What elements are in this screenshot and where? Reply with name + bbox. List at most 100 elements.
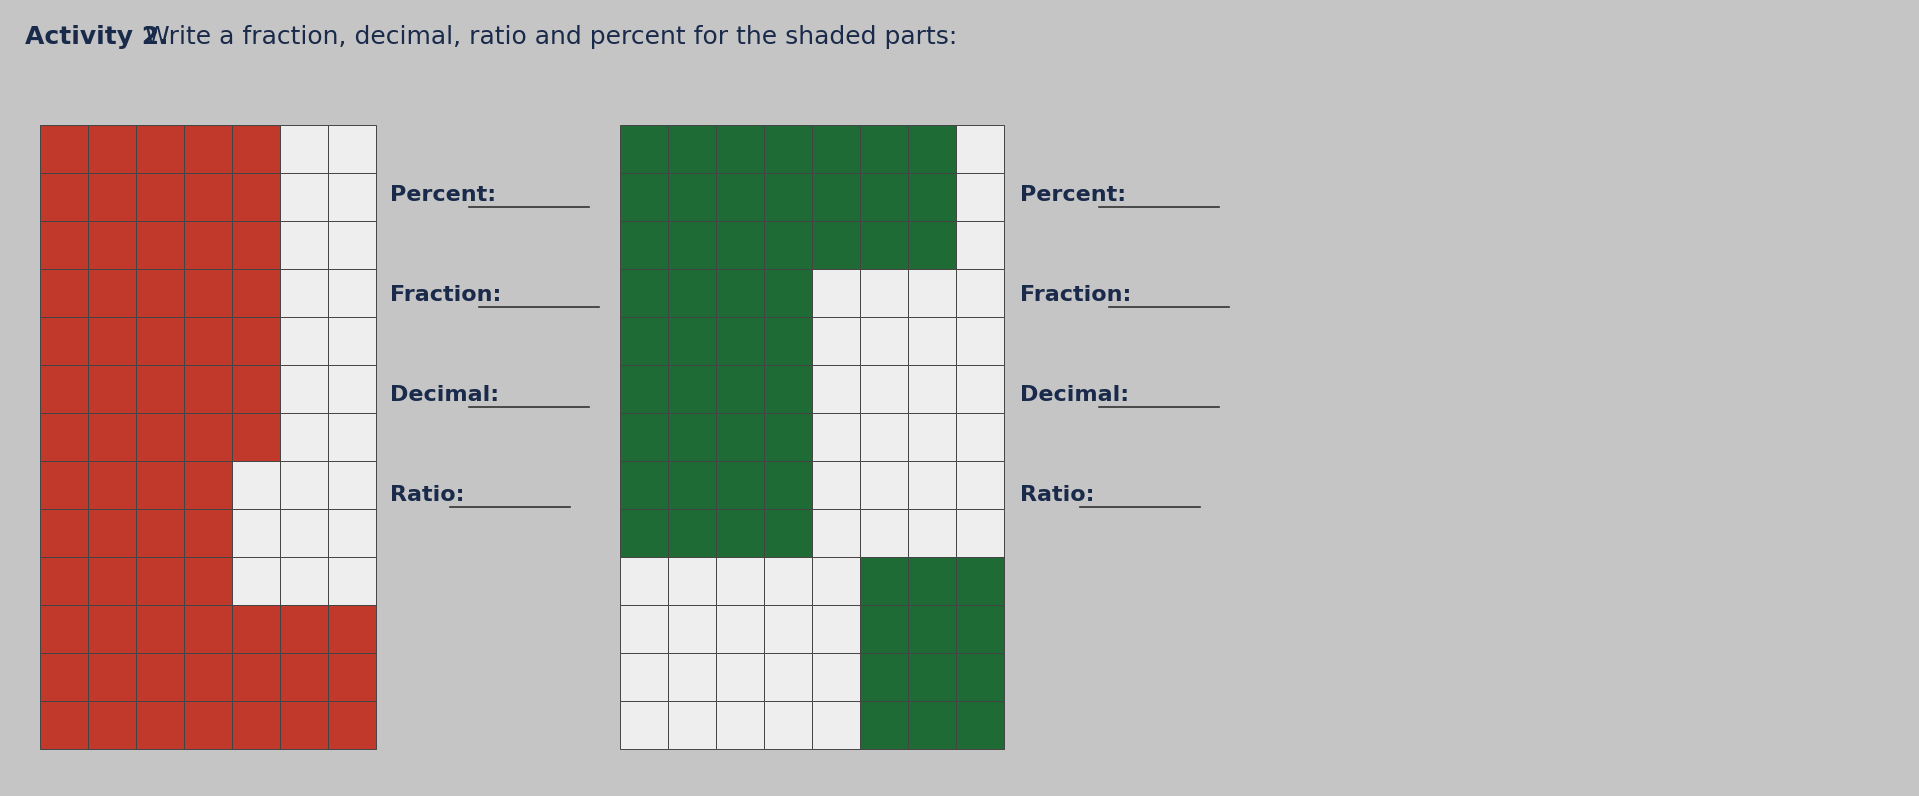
Bar	[860, 653, 908, 701]
Bar	[812, 605, 860, 653]
Bar	[184, 653, 232, 701]
Bar	[716, 365, 764, 413]
Bar	[716, 173, 764, 221]
Bar	[620, 269, 668, 317]
Bar	[908, 509, 956, 557]
Bar	[860, 269, 908, 317]
Bar	[908, 221, 956, 269]
Bar	[764, 605, 812, 653]
Bar	[620, 365, 668, 413]
Text: Ratio:: Ratio:	[390, 485, 464, 505]
Text: Percent:: Percent:	[390, 185, 497, 205]
Bar	[668, 653, 716, 701]
Bar	[136, 317, 184, 365]
Bar	[620, 605, 668, 653]
Bar	[956, 269, 1004, 317]
Bar	[184, 461, 232, 509]
Bar	[716, 605, 764, 653]
Bar	[764, 509, 812, 557]
Bar	[716, 509, 764, 557]
Bar	[88, 413, 136, 461]
Bar	[956, 605, 1004, 653]
Bar	[668, 221, 716, 269]
Bar	[40, 509, 88, 557]
Bar	[136, 509, 184, 557]
Text: Fraction:: Fraction:	[390, 285, 501, 305]
Bar	[88, 557, 136, 605]
Bar	[908, 653, 956, 701]
Bar	[668, 365, 716, 413]
Bar	[956, 365, 1004, 413]
Bar	[280, 461, 328, 509]
Bar	[232, 509, 280, 557]
Bar	[956, 509, 1004, 557]
Bar	[280, 269, 328, 317]
Bar	[136, 461, 184, 509]
Bar	[88, 461, 136, 509]
Bar	[232, 221, 280, 269]
Bar	[908, 317, 956, 365]
Bar	[908, 557, 956, 605]
Bar	[232, 269, 280, 317]
Bar	[668, 461, 716, 509]
Bar	[136, 125, 184, 173]
Bar	[620, 413, 668, 461]
Bar	[328, 269, 376, 317]
Bar	[136, 557, 184, 605]
Bar	[812, 221, 860, 269]
Bar	[956, 317, 1004, 365]
Bar	[136, 653, 184, 701]
Bar	[764, 461, 812, 509]
Bar	[620, 509, 668, 557]
Bar	[716, 317, 764, 365]
Bar	[812, 461, 860, 509]
Bar	[232, 557, 280, 605]
Text: Fraction:: Fraction:	[1021, 285, 1132, 305]
Bar	[184, 125, 232, 173]
Bar	[812, 365, 860, 413]
Bar	[40, 557, 88, 605]
Bar	[328, 173, 376, 221]
Bar	[328, 221, 376, 269]
Text: Activity 2.: Activity 2.	[25, 25, 169, 49]
Bar	[620, 461, 668, 509]
Bar	[716, 557, 764, 605]
Bar	[136, 605, 184, 653]
Bar	[136, 701, 184, 749]
Text: Decimal:: Decimal:	[390, 385, 499, 405]
Bar	[184, 269, 232, 317]
Bar	[328, 701, 376, 749]
Bar	[136, 365, 184, 413]
Bar	[860, 173, 908, 221]
Bar	[956, 173, 1004, 221]
Bar	[812, 125, 860, 173]
Bar	[620, 701, 668, 749]
Bar	[280, 173, 328, 221]
Bar	[668, 557, 716, 605]
Bar	[716, 125, 764, 173]
Bar	[136, 221, 184, 269]
Text: Decimal:: Decimal:	[1021, 385, 1128, 405]
Bar	[280, 125, 328, 173]
Bar	[860, 461, 908, 509]
Bar	[328, 365, 376, 413]
Bar	[764, 173, 812, 221]
Bar	[40, 125, 88, 173]
Bar	[280, 365, 328, 413]
Bar	[860, 509, 908, 557]
Bar	[280, 509, 328, 557]
Bar	[328, 509, 376, 557]
Bar	[232, 653, 280, 701]
Bar	[184, 365, 232, 413]
Bar	[40, 173, 88, 221]
Bar	[764, 221, 812, 269]
Bar	[88, 653, 136, 701]
Bar	[88, 221, 136, 269]
Text: Ratio:: Ratio:	[1021, 485, 1094, 505]
Bar	[860, 413, 908, 461]
Bar	[860, 605, 908, 653]
Bar	[88, 509, 136, 557]
Bar	[280, 605, 328, 653]
Bar	[40, 317, 88, 365]
Bar	[328, 413, 376, 461]
